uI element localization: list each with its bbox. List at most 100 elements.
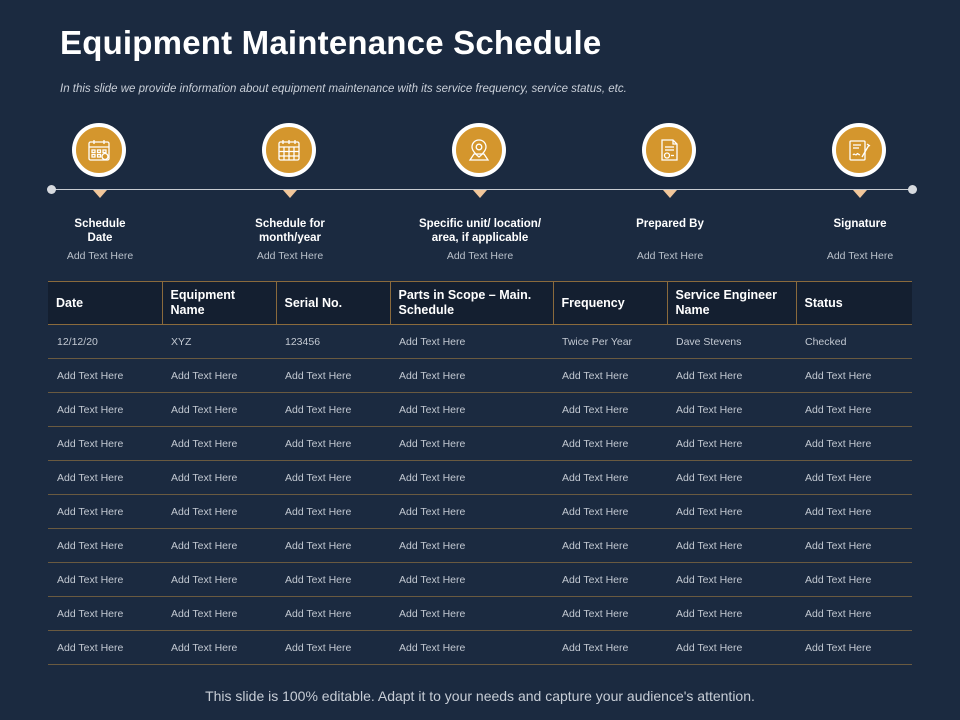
- table-cell: Add Text Here: [553, 392, 667, 427]
- timeline-end-dot: [908, 185, 917, 194]
- calendar-icon: [75, 126, 123, 174]
- step-label: Specific unit/ location/ area, if applic…: [418, 218, 542, 244]
- table-cell: Add Text Here: [553, 426, 667, 461]
- step-pointer: [663, 190, 677, 198]
- column-header-service-engineer: Service Engineer Name: [667, 281, 797, 325]
- document-icon: [645, 126, 693, 174]
- step-schedule-month-year: Schedule for month/year Add Text Here: [210, 126, 370, 262]
- column-header-parts-in-scope: Parts in Scope – Main. Schedule: [390, 281, 554, 325]
- table-cell: Add Text Here: [276, 630, 390, 665]
- timeline-start-dot: [47, 185, 56, 194]
- table-cell: Add Text Here: [48, 426, 162, 461]
- table-cell: Add Text Here: [667, 630, 796, 665]
- signature-icon: [835, 126, 883, 174]
- step-pointer: [93, 190, 107, 198]
- timeline-line: [51, 189, 913, 190]
- table-cell: Add Text Here: [48, 358, 162, 393]
- table-cell: Add Text Here: [553, 562, 667, 597]
- table-cell: Add Text Here: [390, 528, 553, 563]
- page-title: Equipment Maintenance Schedule: [60, 24, 602, 61]
- table-cell: Add Text Here: [48, 494, 162, 529]
- table-cell: Add Text Here: [48, 460, 162, 495]
- table-cell: Add Text Here: [796, 630, 912, 665]
- table-cell: Add Text Here: [553, 358, 667, 393]
- table-cell: Add Text Here: [162, 494, 276, 529]
- step-pointer: [283, 190, 297, 198]
- calendar-grid-icon: [265, 126, 313, 174]
- table-cell: Twice Per Year: [553, 324, 667, 359]
- step-prepared-by: Prepared By Add Text Here: [590, 126, 750, 262]
- column-header-frequency: Frequency: [553, 281, 668, 325]
- footer-note: This slide is 100% editable. Adapt it to…: [205, 688, 755, 704]
- table-cell: Add Text Here: [667, 426, 796, 461]
- table-cell: Add Text Here: [276, 460, 390, 495]
- table-cell: Add Text Here: [276, 392, 390, 427]
- table-cell: Add Text Here: [276, 494, 390, 529]
- table-row: Add Text Here Add Text Here Add Text Here A…: [48, 528, 912, 563]
- table-cell: Add Text Here: [48, 596, 162, 631]
- page-subtitle: In this slide we provide information abo…: [60, 83, 627, 95]
- step-label: Schedule for month/year: [255, 218, 325, 244]
- table-cell: 123456: [276, 324, 390, 359]
- table-cell: Add Text Here: [162, 392, 276, 427]
- step-location: Specific unit/ location/ area, if applic…: [400, 126, 560, 262]
- table-cell: Add Text Here: [48, 630, 162, 665]
- step-text: Add Text Here: [66, 250, 134, 262]
- table-row: Add Text Here Add Text Here Add Text Here A…: [48, 596, 912, 631]
- table-cell: Add Text Here: [390, 460, 553, 495]
- table-row: Add Text Here Add Text Here Add Text Here A…: [48, 630, 912, 665]
- table-cell: Add Text Here: [162, 460, 276, 495]
- table-cell: Add Text Here: [48, 392, 162, 427]
- table-cell: Add Text Here: [276, 528, 390, 563]
- table-cell: Add Text Here: [796, 596, 912, 631]
- table-cell: Add Text Here: [162, 630, 276, 665]
- table-row: Add Text Here Add Text Here Add Text Here A…: [48, 426, 912, 461]
- table-cell: Add Text Here: [796, 528, 912, 563]
- step-pointer: [473, 190, 487, 198]
- table-cell: Add Text Here: [796, 460, 912, 495]
- column-header-date: Date: [48, 281, 163, 325]
- table-row: 12/12/20 XYZ 123456 Add Text Here Twice Per …: [48, 324, 912, 359]
- table-cell: Add Text Here: [667, 494, 796, 529]
- table-cell: Add Text Here: [276, 596, 390, 631]
- table-cell: Add Text Here: [796, 392, 912, 427]
- table-cell: Add Text Here: [162, 426, 276, 461]
- table-row: Add Text Here Add Text Here Add Text Here A…: [48, 358, 912, 393]
- table-cell: Add Text Here: [276, 562, 390, 597]
- table-cell: Add Text Here: [796, 494, 912, 529]
- step-schedule-date: Schedule Date Add Text Here: [20, 126, 180, 262]
- step-label: Signature: [833, 218, 887, 230]
- step-label: Schedule Date: [74, 218, 126, 244]
- table-cell: Checked: [796, 324, 912, 359]
- table-cell: Add Text Here: [390, 426, 553, 461]
- table-cell: Add Text Here: [553, 528, 667, 563]
- table-cell: Dave Stevens: [667, 324, 796, 359]
- table-cell: Add Text Here: [553, 494, 667, 529]
- table-cell: Add Text Here: [667, 528, 796, 563]
- table-cell: Add Text Here: [390, 324, 553, 359]
- table-cell: Add Text Here: [162, 358, 276, 393]
- table-cell: Add Text Here: [162, 562, 276, 597]
- table-cell: Add Text Here: [390, 596, 553, 631]
- step-text: Add Text Here: [826, 250, 894, 262]
- table-cell: Add Text Here: [162, 528, 276, 563]
- column-header-serial-no: Serial No.: [276, 281, 391, 325]
- table-cell: Add Text Here: [390, 392, 553, 427]
- table-cell: Add Text Here: [390, 494, 553, 529]
- table-row: Add Text Here Add Text Here Add Text Here A…: [48, 392, 912, 427]
- column-header-equipment-name: Equipment Name: [162, 281, 277, 325]
- table-cell: Add Text Here: [796, 562, 912, 597]
- table-cell: Add Text Here: [276, 426, 390, 461]
- table-cell: Add Text Here: [390, 358, 553, 393]
- table-row: Add Text Here Add Text Here Add Text Here A…: [48, 562, 912, 597]
- table-cell: XYZ: [162, 324, 276, 359]
- table-cell: Add Text Here: [276, 358, 390, 393]
- step-label: Prepared By: [636, 218, 704, 230]
- maintenance-table: Date Equipment Name Serial No. Parts in …: [48, 281, 912, 665]
- table-cell: Add Text Here: [162, 596, 276, 631]
- step-text: Add Text Here: [446, 250, 514, 262]
- table-cell: Add Text Here: [390, 562, 553, 597]
- table-cell: 12/12/20: [48, 324, 162, 359]
- table-cell: Add Text Here: [48, 562, 162, 597]
- step-pointer: [853, 190, 867, 198]
